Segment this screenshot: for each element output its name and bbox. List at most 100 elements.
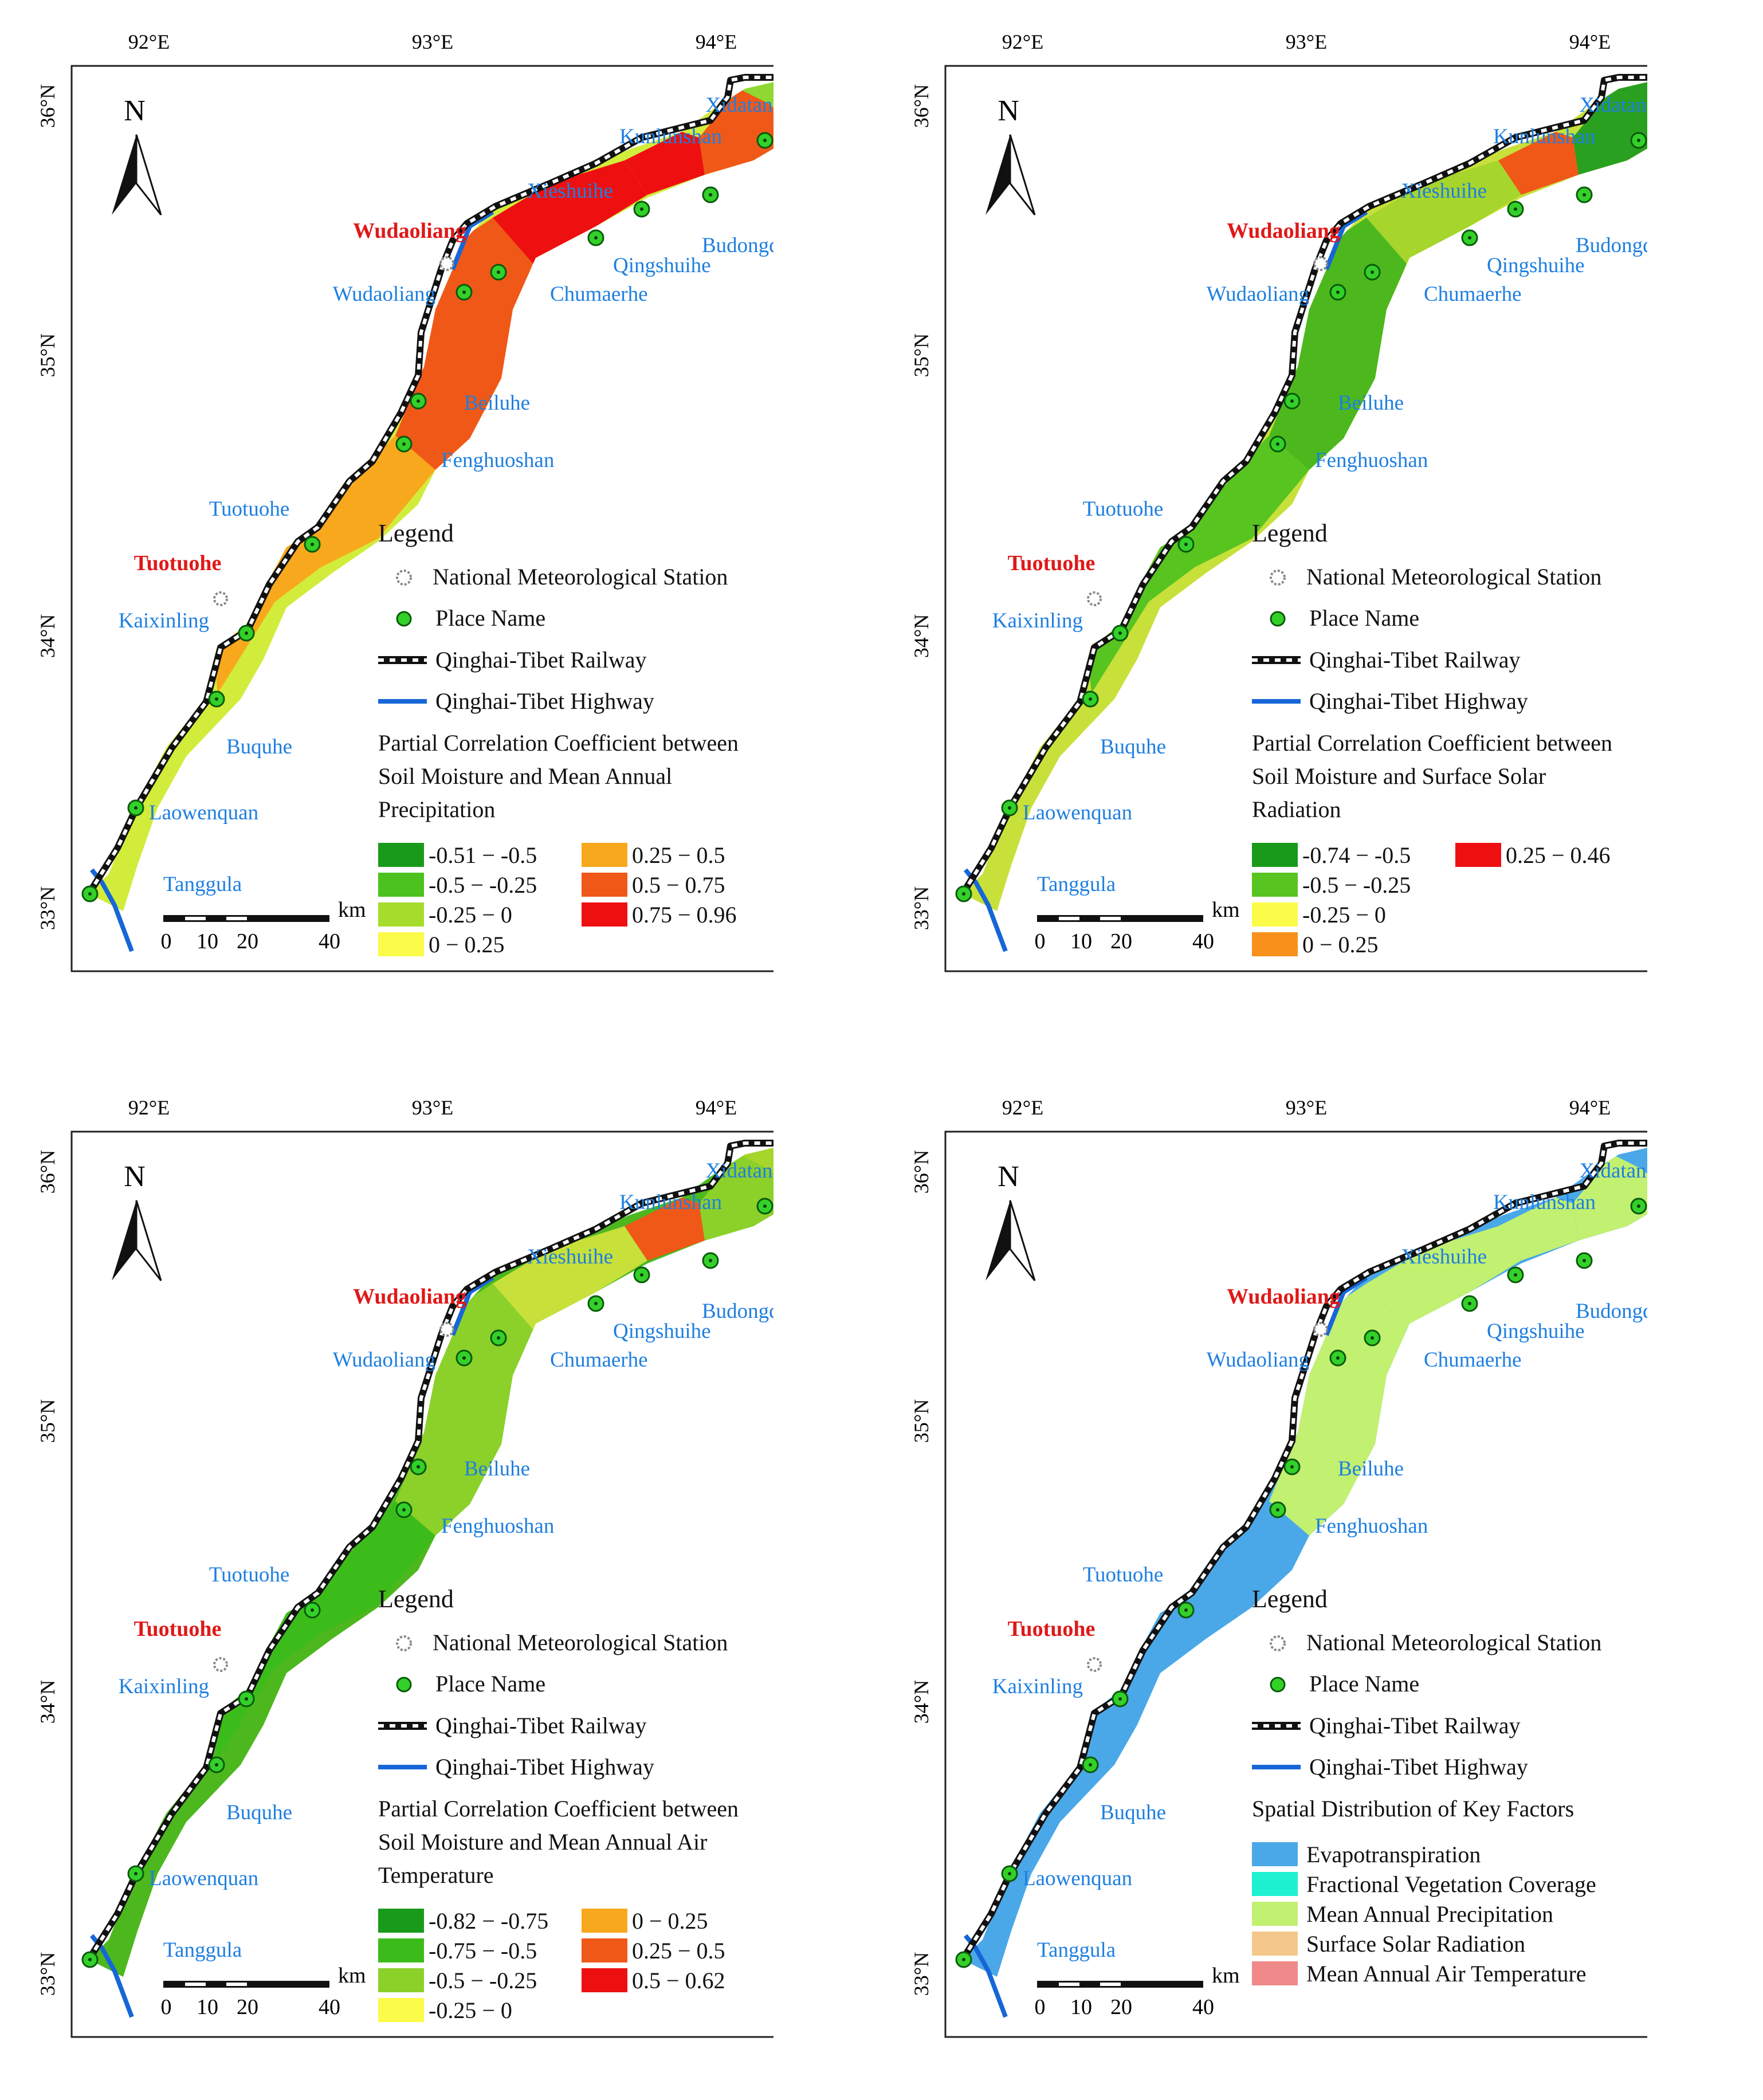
place-marker-center [1089,1763,1092,1767]
corridor-zone [1086,435,1309,693]
legend-class-title: Soil Moisture and Mean Annual [378,763,672,789]
legend-swatch [1252,902,1298,927]
legend-swatch [1252,873,1298,897]
place-marker-center [1184,1608,1188,1612]
legend-class-label: -0.5 − -0.25 [429,1968,537,1993]
legend-class-title: Radiation [1252,796,1341,822]
railway-dashes [961,76,1647,895]
corridor-zone [212,1501,435,1759]
legend-class-label: -0.82 − -0.75 [429,1908,548,1934]
latitude-tick-label: 36°N [910,84,933,128]
legend-class-label: Fractional Vegetation Coverage [1306,1871,1596,1897]
scale-tick-label: 0 [1035,929,1046,953]
place-marker-center [1468,236,1471,240]
legend-class-label: 0.25 − 0.5 [632,1938,725,1964]
place-marker-center [1290,399,1294,403]
place-label-budongquan: Budongquan [1576,234,1647,257]
place-marker-center [134,806,138,810]
legend-class-label: -0.75 − -0.5 [429,1938,537,1964]
place-marker-center [134,1872,138,1875]
place-label-tuotuohe_place: Tuotuohe [209,497,290,521]
place-label-kaixinling: Kaixinling [119,1675,209,1698]
legend-class-label: Evapotranspiration [1306,1842,1481,1867]
place-marker-center [402,1508,406,1512]
legend-swatch [1252,1961,1298,1985]
place-marker-center [594,1302,598,1305]
place-label-fenghuoshan: Fenghuoshan [1315,1514,1428,1538]
scale-tick-label: 20 [237,929,258,953]
legend-class-label: 0 − 0.25 [429,932,505,957]
legend-class-title: Precipitation [378,796,495,822]
legend-station-label: National Meteorological Station [433,564,728,590]
panel-d: 92°E92°E93°E93°E94°E94°E36°N36°N35°N35°N… [874,0,1647,980]
map-panel-svg: 92°E92°E93°E93°E94°E94°E36°N36°N35°N35°N… [36,1096,773,2038]
place-label-kaixinling: Kaixinling [992,1675,1083,1698]
legend-place-label: Place Name [1309,1671,1419,1697]
latitude-tick-label: 35°N [910,1399,933,1443]
highway-line [450,210,494,270]
north-arrow-icon [135,1200,162,1281]
place-label-wudaoliang_place: Wudaoliang [333,1348,435,1372]
legend-class-label: Surface Solar Radiation [1306,1931,1525,1957]
longitude-tick-label: 94°E [1569,1096,1611,1119]
place-label-kunlunshan: Kunlunshan [619,125,722,148]
north-arrow-icon [112,1200,136,1281]
place-marker-center [1008,806,1011,810]
legend-class-title: Spatial Distribution of Key Factors [1252,1796,1574,1822]
place-marker-center [497,1336,500,1340]
north-arrow-icon [1009,1200,1036,1281]
legend-title: Legend [1252,1585,1328,1613]
legend-class-title: Soil Moisture and Surface Solar [1252,763,1546,789]
corridor-zone [1367,1226,1521,1329]
legend-class-label: 0.5 − 0.75 [632,872,725,898]
place-label-xieshuihe: Xieshuihe [1401,1245,1487,1269]
place-label-buquhe: Buquhe [1100,735,1166,759]
scale-unit: km [1212,898,1240,922]
legend-class-title: Soil Moisture and Mean Annual Air [378,1829,707,1855]
place-marker-center [1290,1465,1294,1469]
place-marker-center [1008,1872,1011,1875]
legend-class-label: -0.25 − 0 [1302,902,1386,928]
place-label-laowenquan: Laowenquan [1023,801,1132,825]
station-label-wudaoliang: Wudaoliang [1227,1285,1340,1309]
legend-class-label: -0.74 − -0.5 [1302,842,1411,868]
legend-swatch [582,873,627,897]
scale-tick-label: 40 [1192,1995,1214,2019]
place-marker-center [1336,1356,1340,1360]
legend-swatch [378,932,424,956]
place-marker-center [1583,193,1586,197]
place-marker-center [1089,697,1092,701]
place-label-xidatan: Xidatan [705,1159,772,1183]
place-marker-center [1637,1204,1640,1208]
place-marker-center [763,1204,767,1208]
place-label-fenghuoshan: Fenghuoshan [1315,449,1428,472]
legend-swatch [1252,843,1298,867]
legend-class-label: 0 − 0.25 [1302,932,1379,957]
latitude-tick-label: 36°N [910,1150,933,1194]
scale-bar [163,1981,329,1988]
place-marker-center [1184,543,1188,546]
place-marker-center [1276,1508,1279,1512]
highway-line [1324,210,1368,270]
legend-swatch [1252,1932,1298,1956]
legend-place-icon [396,1677,412,1693]
place-marker-center [1514,1273,1517,1277]
station-label-tuotuohe: Tuotuohe [1008,551,1096,575]
station-label-wudaoliang: Wudaoliang [353,219,466,243]
legend-station-label: National Meteorological Station [1306,564,1601,590]
legend-railway-label: Qinghai-Tibet Railway [1309,1713,1521,1738]
legend-railway-label: Qinghai-Tibet Railway [1309,647,1521,673]
corridor-zone [699,1155,773,1241]
scale-tick-label: 0 [1035,1995,1046,2019]
latitude-tick-label: 33°N [36,1952,59,1996]
legend-station-icon [1270,1635,1286,1651]
scale-tick-label: 0 [161,1995,172,2019]
place-marker-center [417,399,420,403]
place-label-xidatan: Xidatan [1579,93,1646,117]
scale-tick-label: 10 [197,929,218,953]
legend-title: Legend [378,1585,454,1613]
place-label-tanggula: Tanggula [1037,873,1116,896]
legend-class-label: 0.25 − 0.5 [632,842,725,868]
place-marker-center [417,1465,420,1469]
place-marker-center [594,236,598,240]
